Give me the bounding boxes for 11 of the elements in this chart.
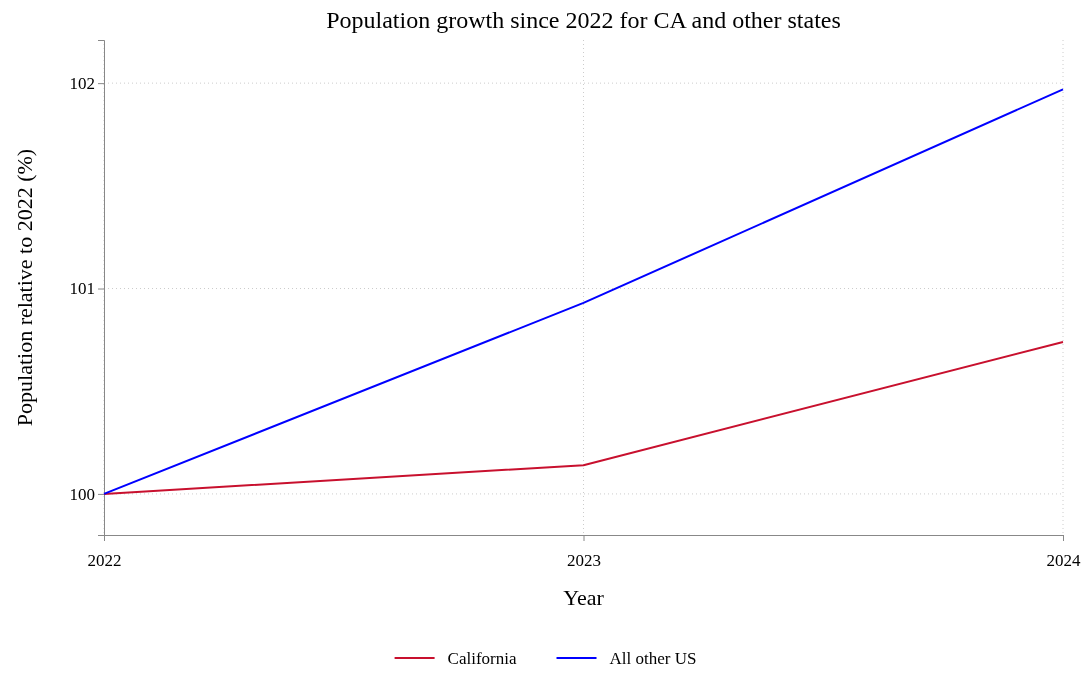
x-tick-label: 2023: [567, 551, 601, 571]
y-tick-label: 102: [69, 74, 95, 94]
x-tick-label: 2024: [1046, 551, 1081, 571]
chart-title: Population growth since 2022 for CA and other states: [326, 7, 841, 33]
x-axis-title: Year: [563, 585, 605, 610]
y-axis-title: Population relative to 2022 (%): [12, 148, 37, 427]
y-tick-label: 101: [69, 279, 95, 299]
legend-label: All other US: [609, 649, 697, 668]
x-tick-label: 2022: [87, 551, 122, 571]
y-tick-label: 100: [69, 484, 95, 504]
legend-label: California: [447, 649, 517, 668]
